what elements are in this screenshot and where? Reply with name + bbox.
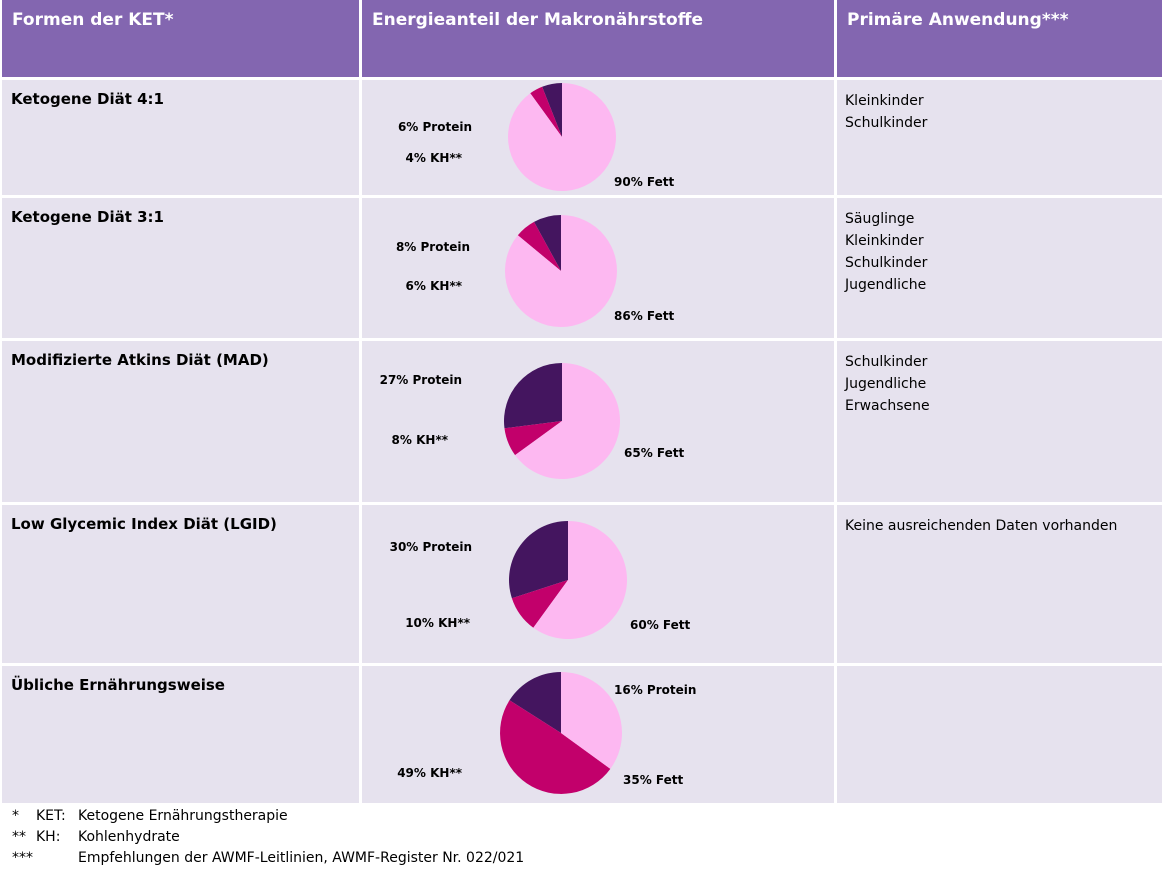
- pie-slice-protein: [534, 215, 561, 271]
- pie-chart: 16% Protein 49% KH** 35% Fett: [397, 672, 696, 794]
- pie-slice-protein: [504, 363, 562, 429]
- table-row: Modifizierte Atkins Diät (MAD) Schulkinde…: [0, 341, 1162, 502]
- pie-chart: 6% Protein 4% KH** 90% Fett: [398, 83, 674, 191]
- pie-label-protein: 8% Protein: [396, 240, 470, 254]
- pie-chart: 27% Protein 8% KH** 65% Fett: [380, 363, 684, 479]
- pie-slice-protein: [509, 672, 561, 733]
- pie-slice-kh: [530, 86, 562, 137]
- pie-slice-kh: [517, 221, 561, 271]
- application-item: Kleinkinder: [845, 233, 924, 249]
- pie-label-kh: 4% KH**: [406, 151, 463, 165]
- application-cell: [837, 666, 1162, 803]
- diet-name: Ketogene Diät 3:1: [2, 198, 359, 338]
- application-item: Erwachsene: [845, 398, 930, 414]
- pie-slice-kh: [511, 580, 568, 628]
- pie-slice-fett: [507, 83, 616, 191]
- footnote-mark: **: [12, 829, 26, 845]
- pie-label-protein: 16% Protein: [614, 683, 696, 697]
- pie-slice-kh: [504, 421, 562, 456]
- pie-label-kh: 10% KH**: [405, 616, 471, 630]
- application-item: Schulkinder: [845, 115, 928, 131]
- table-header: Formen der KET* Energieanteil der Makron…: [0, 0, 1162, 77]
- footnote-text: Kohlenhydrate: [78, 829, 180, 845]
- footnote-mark: *: [12, 808, 19, 824]
- pie-chart: 30% Protein 10% KH** 60% Fett: [390, 521, 690, 639]
- pie-slice-fett: [504, 215, 617, 328]
- pie-label-fett: 86% Fett: [614, 309, 674, 323]
- pie-label-kh: 8% KH**: [392, 433, 449, 447]
- pie-label-kh: 6% KH**: [406, 279, 463, 293]
- application-cell: Schulkinder Jugendliche Erwachsene: [837, 341, 1162, 502]
- footnote-mark: ***: [12, 850, 33, 866]
- pie-slice-fett: [533, 521, 628, 639]
- header-forms: Formen der KET*: [2, 0, 359, 77]
- pie-chart: 8% Protein 6% KH** 86% Fett: [396, 215, 674, 328]
- footnote-text: Empfehlungen der AWMF-Leitlinien, AWMF-R…: [78, 850, 525, 866]
- pie-label-fett: 60% Fett: [630, 618, 690, 632]
- pie-label-protein: 30% Protein: [390, 540, 472, 554]
- pie-slice-protein: [509, 521, 568, 599]
- application-cell: Kleinkinder Schulkinder: [837, 80, 1162, 195]
- pie-label-protein: 27% Protein: [380, 373, 462, 387]
- application-item: Jugendliche: [845, 376, 927, 392]
- footnote-abbr: KET:: [36, 808, 66, 824]
- diet-name: Ketogene Diät 4:1: [2, 80, 359, 195]
- application-item: Jugendliche: [845, 277, 927, 293]
- application-item: Säuglinge: [845, 211, 915, 227]
- application-item: Schulkinder: [845, 255, 928, 271]
- application-cell: Säuglinge Kleinkinder Schulkinder Jugendlic…: [837, 198, 1162, 338]
- pie-label-fett: 35% Fett: [623, 773, 683, 787]
- header-application: Primäre Anwendung***: [837, 0, 1162, 77]
- table-row: Ketogene Diät 3:1 Säuglinge Kleinkinder Sch…: [0, 198, 1162, 338]
- diet-name: Modifizierte Atkins Diät (MAD): [2, 341, 359, 502]
- pie-label-fett: 90% Fett: [614, 175, 674, 189]
- pie-label-protein: 6% Protein: [398, 120, 472, 134]
- pie-slice-kh: [500, 700, 611, 794]
- header-energy: Energieanteil der Makronährstoffe: [362, 0, 834, 77]
- application-item: Keine ausreichenden Daten vorhanden: [845, 518, 1118, 534]
- pie-slice-fett: [561, 672, 622, 769]
- diet-name: Low Glycemic Index Diät (LGID): [2, 505, 359, 663]
- application-item: Schulkinder: [845, 354, 928, 370]
- footnote-abbr: KH:: [36, 829, 61, 845]
- pie-slice-fett: [515, 363, 621, 479]
- pie-slice-protein: [542, 83, 562, 137]
- footnote-text: Ketogene Ernährungstherapie: [78, 808, 288, 824]
- pie-label-fett: 65% Fett: [624, 446, 684, 460]
- application-item: Kleinkinder: [845, 93, 924, 109]
- application-cell: Keine ausreichenden Daten vorhanden: [837, 505, 1162, 663]
- diet-name: Übliche Ernährungsweise: [2, 666, 359, 803]
- pie-label-kh: 49% KH**: [397, 766, 463, 780]
